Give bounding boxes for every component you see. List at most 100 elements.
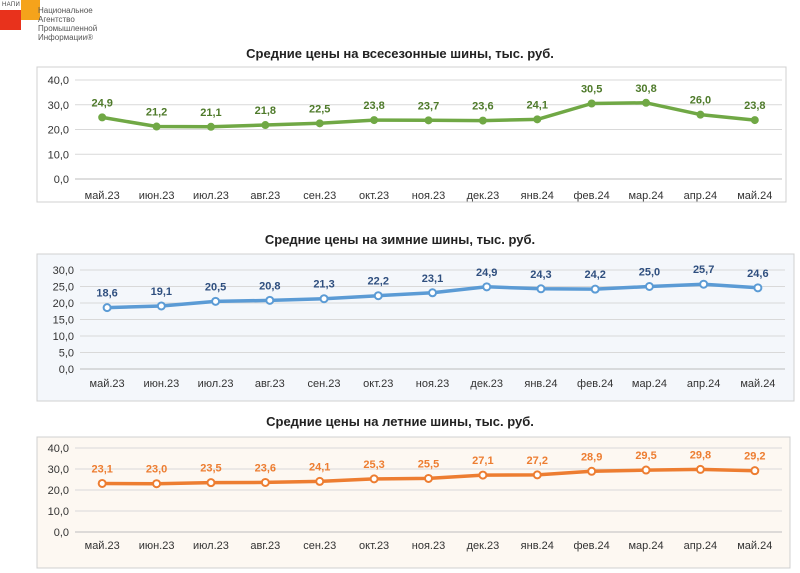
data-point [373,291,383,301]
data-label: 29,2 [744,451,765,463]
y-tick-label: 40,0 [48,443,69,455]
data-label: 21,1 [200,107,221,119]
data-point [695,464,705,474]
data-label: 25,0 [639,267,660,279]
data-point [753,283,763,293]
y-tick-label: 0,0 [59,364,74,376]
data-label: 24,9 [476,267,497,279]
data-point [750,466,760,476]
x-tick-label: сен.23 [303,190,336,202]
x-tick-label: окт.23 [359,190,389,202]
x-tick-label: май.23 [85,540,120,552]
y-tick-label: 40,0 [48,75,69,87]
x-tick-label: июл.23 [193,190,229,202]
data-point [319,294,329,304]
chart-frame [36,253,795,402]
data-label: 24,3 [530,269,551,281]
x-tick-label: июн.23 [139,540,175,552]
data-label: 25,5 [418,458,439,470]
data-point [265,295,275,305]
data-point [478,470,488,480]
data-point [642,98,651,107]
x-tick-label: сен.23 [308,378,341,390]
y-tick-label: 20,0 [48,125,69,137]
data-label: 24,9 [91,97,112,109]
x-tick-label: ноя.23 [412,540,445,552]
data-point [532,470,542,480]
data-point [315,119,324,128]
data-point [156,301,166,311]
y-tick-label: 10,0 [53,331,74,343]
logo-text: Национальное Агентство Промышленной Инфо… [38,6,98,42]
data-label: 26,0 [690,95,711,107]
chart-frame [36,436,791,569]
data-point [97,478,107,488]
x-tick-label: май.23 [85,190,120,202]
y-tick-label: 0,0 [54,174,69,186]
data-label: 29,8 [690,449,711,461]
y-tick-label: 0,0 [54,527,69,539]
data-label: 23,7 [418,100,439,112]
data-label: 20,8 [259,280,280,292]
x-tick-label: май.24 [737,540,772,552]
y-tick-label: 10,0 [48,149,69,161]
y-tick-label: 20,0 [48,485,69,497]
data-label: 23,8 [363,100,384,112]
logo-red-square [0,10,21,30]
data-point [98,113,107,122]
x-tick-label: янв.24 [521,540,554,552]
x-tick-label: июн.23 [139,190,175,202]
x-tick-label: окт.23 [363,378,393,390]
data-point [206,122,215,131]
x-tick-label: авг.23 [250,190,280,202]
x-tick-label: май.24 [740,378,775,390]
x-tick-label: дек.23 [467,190,500,202]
data-label: 25,7 [693,264,714,276]
x-tick-label: мар.24 [628,540,663,552]
data-point [699,279,709,289]
x-tick-label: апр.24 [684,190,717,202]
data-point [587,99,596,108]
data-point [644,282,654,291]
data-label: 23,8 [744,100,765,112]
data-label: 28,9 [581,451,602,463]
data-point [261,121,270,130]
napi-logo: НАПИ Национальное Агентство Промышленной… [0,0,110,55]
data-point [478,116,487,125]
chart-title-winter: Средние цены на зимние шины, тыс. руб. [264,232,536,247]
data-label: 23,0 [146,464,167,476]
data-point [536,284,546,294]
x-tick-label: янв.24 [524,378,557,390]
data-point [750,116,759,125]
x-tick-label: июл.23 [193,540,229,552]
data-point [424,473,433,483]
data-point [641,465,651,475]
data-label: 21,2 [146,107,167,119]
y-tick-label: 30,0 [48,464,69,476]
x-tick-label: авг.23 [255,378,285,390]
x-tick-label: янв.24 [521,190,554,202]
data-label: 29,5 [635,450,656,462]
data-point [482,282,492,292]
data-point [696,110,705,119]
y-tick-label: 25,0 [53,282,74,294]
data-label: 27,1 [472,455,493,467]
data-point [102,303,112,313]
data-point [260,477,270,487]
data-point [533,115,542,124]
y-tick-label: 30,0 [53,265,74,277]
data-label: 19,1 [151,286,172,298]
x-tick-label: июл.23 [198,378,234,390]
data-point [587,466,597,476]
x-tick-label: ноя.23 [416,378,449,390]
y-tick-label: 20,0 [53,298,74,310]
data-label: 27,2 [527,455,548,467]
data-label: 22,5 [309,103,330,115]
y-tick-label: 10,0 [48,506,69,518]
data-label: 24,6 [747,268,768,280]
chart-allseason: 0,0 10,0 20,0 30,0 40,0 май.23 июн.23 июл.23 авг… [36,66,787,203]
data-label: 22,2 [368,276,389,288]
data-label: 30,8 [635,83,656,95]
data-point [428,288,437,298]
x-tick-label: фев.24 [573,190,609,202]
